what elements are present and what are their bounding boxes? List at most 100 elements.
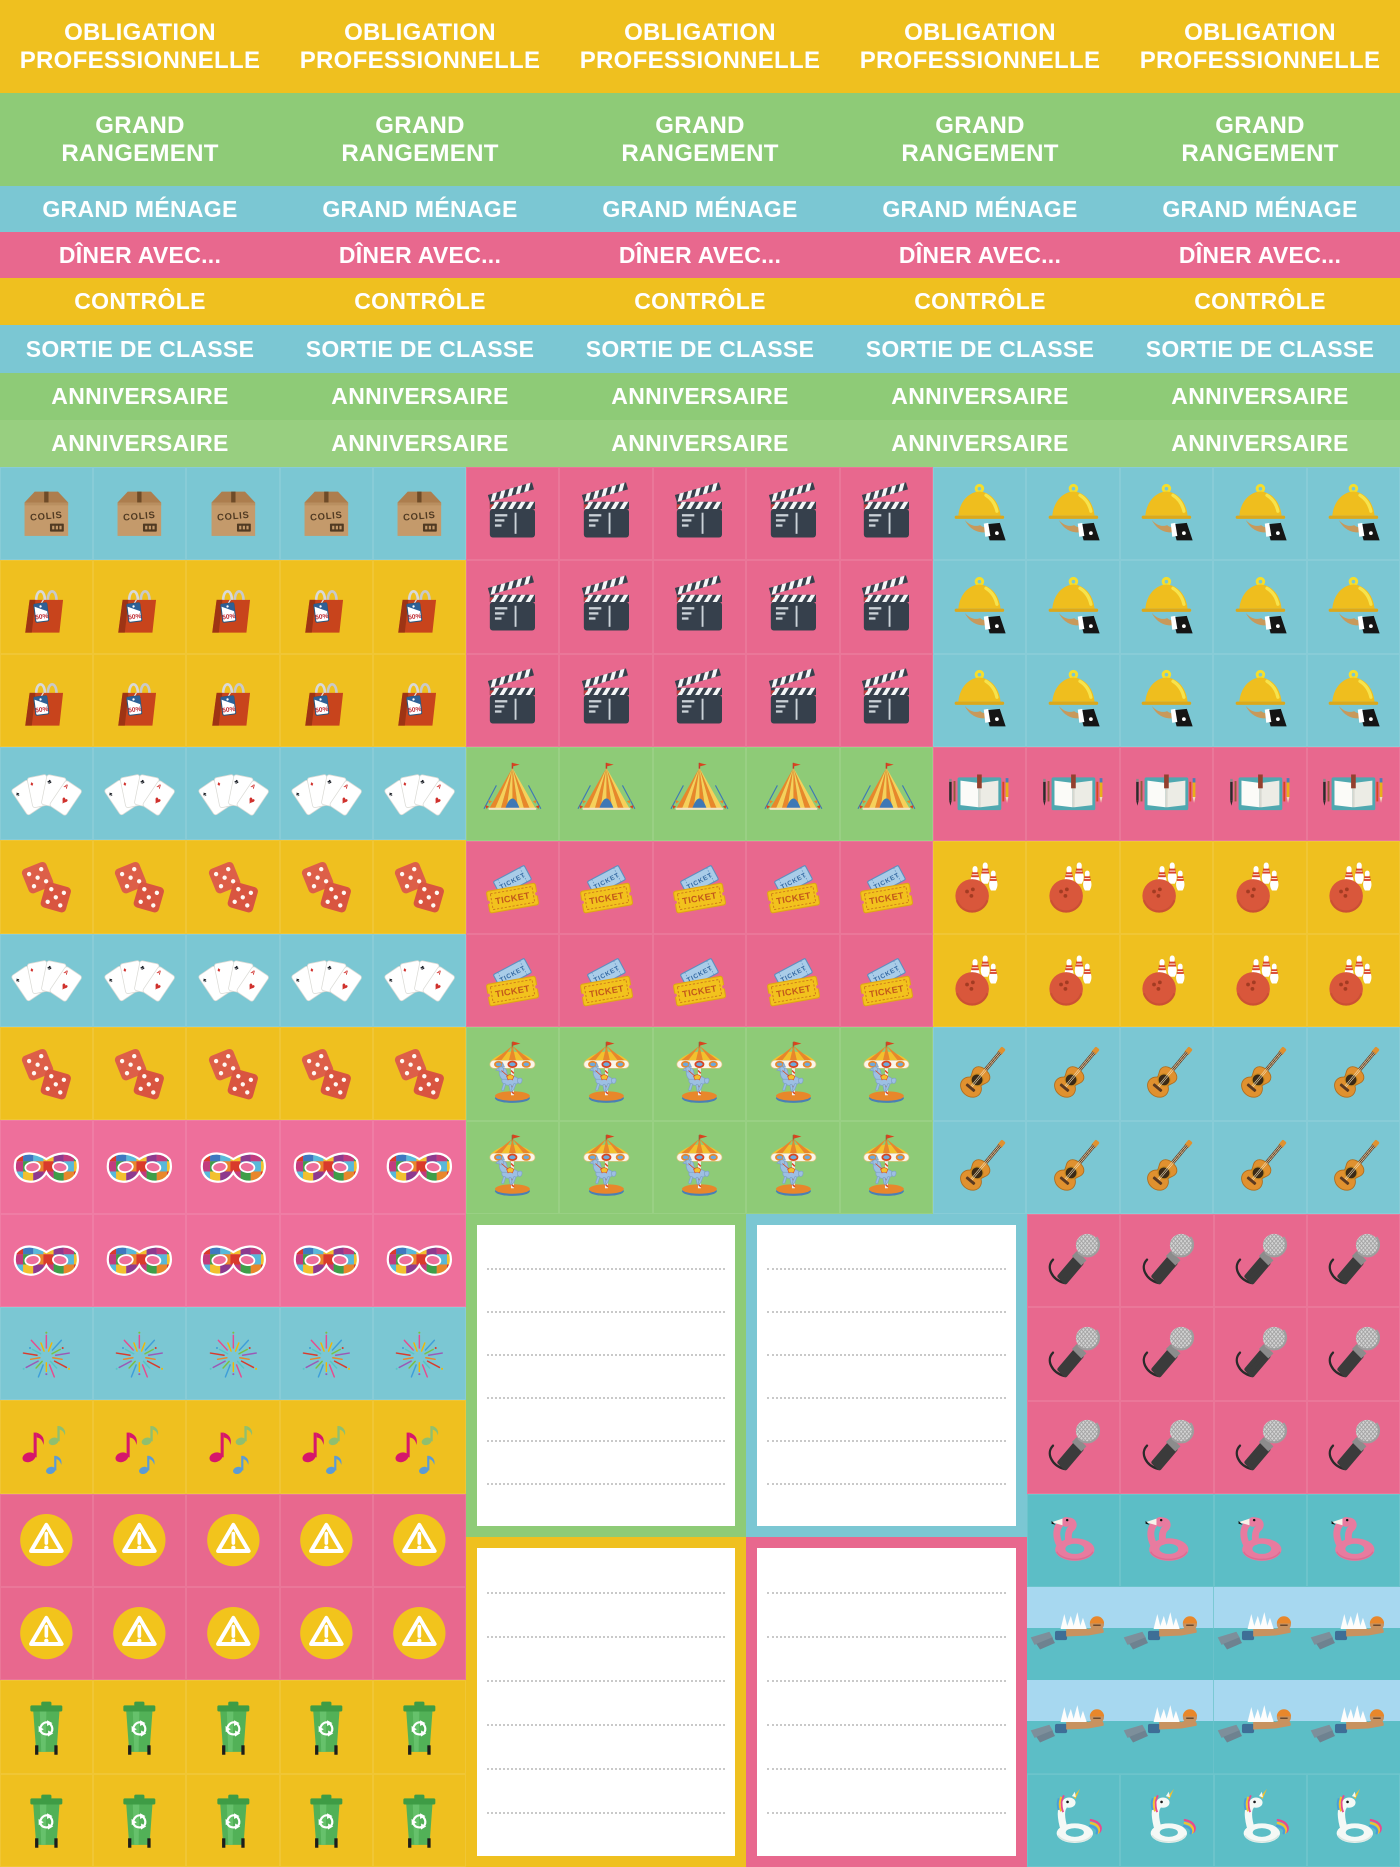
dotted-line: [767, 1311, 1006, 1313]
sticker-row-microphone: [1027, 1400, 1400, 1494]
shopping-bag-sticker: 50%: [373, 560, 466, 653]
serving-cloche-sticker: [1307, 654, 1400, 747]
unicorn-float-icon: [1150, 1789, 1196, 1844]
fireworks-icon: [116, 1332, 164, 1379]
anniversaire-2-sticker: ANNIVERSAIRE: [560, 420, 840, 467]
sticker-label: GRAND MÉNAGE: [882, 195, 1078, 222]
serving-cloche-icon: [1235, 670, 1287, 727]
sticker-label: GRAND MÉNAGE: [602, 195, 798, 222]
sticker-row-shopping-bag: 50% 50% 50% 50% 50%: [0, 653, 466, 747]
carousel-icon: [489, 1041, 536, 1103]
sticker-label: DÎNER AVEC...: [58, 241, 222, 268]
carousel-sticker: [559, 1027, 652, 1120]
svg-text:♠: ♠: [388, 790, 395, 798]
svg-text:♦: ♦: [30, 967, 35, 975]
note-paper: [477, 1225, 735, 1526]
carousel-icon: [769, 1134, 816, 1197]
sticker-row-carnival-mask: [0, 1213, 466, 1307]
sticker-row-fireworks: [0, 1306, 466, 1401]
bowling-sticker: [1307, 841, 1400, 934]
note-paper: [477, 1548, 735, 1856]
note-box-green: [466, 1214, 746, 1537]
dice-sticker: [0, 1027, 93, 1120]
microphone-icon: [1142, 1419, 1194, 1471]
svg-text:50%: 50%: [35, 706, 49, 715]
note-paper: [757, 1548, 1016, 1856]
svg-text:♦: ♦: [123, 967, 128, 975]
shopping-bag-icon: 50%: [118, 589, 157, 633]
clapperboard-sticker: [746, 467, 839, 560]
carousel-sticker: [559, 1121, 652, 1214]
svg-text:♠: ♠: [294, 976, 301, 984]
carnival-mask-icon: [200, 1245, 266, 1276]
parcel-box-sticker: COLIS: [280, 467, 373, 560]
swimmer-sticker: [1027, 1680, 1121, 1774]
dotted-line: [767, 1812, 1006, 1814]
sticker-row-clapperboard: [466, 560, 933, 654]
open-book-sticker: [1307, 747, 1400, 840]
circus-tent-sticker: [653, 747, 746, 840]
bowling-sticker: [1307, 934, 1400, 1027]
swimmer-icon: [1027, 1587, 1121, 1681]
flamingo-float-sticker: [1214, 1494, 1307, 1587]
bowling-icon: [1142, 955, 1185, 1007]
circus-tent-sticker: [559, 747, 652, 840]
playing-cards-icon: ♠♦ ♣A♥: [11, 960, 83, 1002]
microphone-icon: [1142, 1326, 1194, 1378]
banner-row-controle: CONTRÔLE CONTRÔLE CONTRÔLE CONTRÔLE CONTRÔLE: [0, 278, 1400, 325]
recycle-bin-sticker: [186, 1774, 279, 1867]
svg-text:♦: ♦: [30, 780, 35, 788]
bowling-icon: [1329, 862, 1372, 913]
warning-icon: [113, 1607, 166, 1660]
controle-sticker: CONTRÔLE: [0, 278, 280, 325]
microphone-icon: [1328, 1326, 1381, 1378]
music-notes-sticker: [186, 1400, 279, 1493]
carnival-mask-sticker: [93, 1120, 186, 1213]
fireworks-sticker: [373, 1307, 466, 1400]
circus-tent-icon: [577, 762, 636, 810]
sticker-label: GRAND MÉNAGE: [1162, 195, 1358, 222]
svg-text:A: A: [62, 783, 70, 791]
controle-sticker: CONTRÔLE: [560, 278, 840, 325]
bowling-icon: [1235, 862, 1278, 913]
open-book-icon: [1136, 774, 1196, 810]
serving-cloche-sticker: [1120, 560, 1213, 653]
open-book-sticker: [1026, 747, 1119, 840]
clapperboard-sticker: [746, 654, 839, 747]
carousel-icon: [863, 1134, 910, 1197]
music-notes-sticker: [280, 1400, 373, 1493]
sticker-row-warning: [0, 1586, 466, 1681]
svg-text:A: A: [62, 970, 70, 978]
bowling-icon: [1049, 955, 1092, 1007]
guitar-icon: [1147, 1046, 1193, 1098]
sticker-label: GRAND RANGEMENT: [621, 111, 779, 167]
svg-text:A: A: [249, 970, 257, 978]
carousel-sticker: [653, 1027, 746, 1120]
playing-cards-sticker: ♠ ♦ ♣ A ♥: [373, 747, 466, 840]
carousel-sticker: [653, 1121, 746, 1214]
serving-cloche-icon: [1048, 576, 1100, 634]
shopping-bag-icon: 50%: [211, 683, 250, 726]
fireworks-icon: [395, 1332, 444, 1379]
clapperboard-sticker: [466, 654, 559, 747]
sticker-row-circus-tent: [466, 747, 933, 841]
clapperboard-sticker: [653, 654, 746, 747]
dice-sticker: [373, 840, 466, 933]
parcel-box-sticker: COLIS: [0, 467, 93, 560]
playing-cards-sticker: ♠ ♦ ♣ A ♥: [0, 747, 93, 840]
clapperboard-icon: [488, 575, 536, 631]
sticker-label: SORTIE DE CLASSE: [865, 335, 1095, 362]
shopping-bag-icon: 50%: [211, 589, 250, 633]
sticker-row-guitar: [933, 1120, 1400, 1214]
shopping-bag-icon: 50%: [118, 683, 157, 726]
guitar-sticker: [1307, 1027, 1400, 1120]
flamingo-float-sticker: [1027, 1494, 1120, 1587]
warning-sticker: [0, 1494, 93, 1587]
playing-cards-sticker: ♠ ♦ ♣ A ♥: [0, 934, 93, 1027]
sticker-row-microphone: [1027, 1307, 1400, 1401]
music-notes-sticker: [93, 1400, 186, 1493]
dotted-line: [487, 1397, 725, 1399]
